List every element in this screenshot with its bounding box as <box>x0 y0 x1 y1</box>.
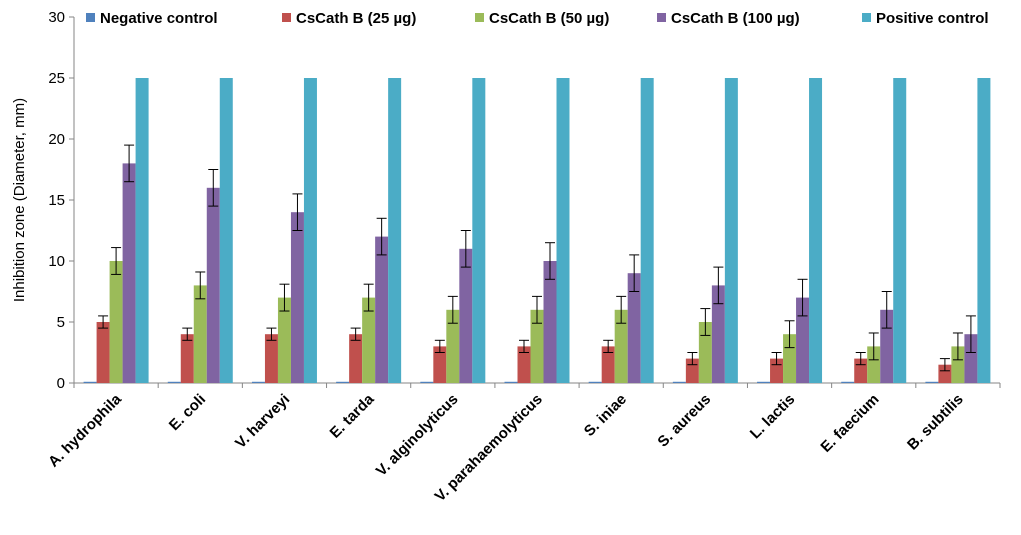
bar <box>219 78 233 383</box>
x-tick-label: B. subtilis <box>904 391 967 454</box>
y-tick-label: 30 <box>48 9 65 26</box>
x-tick-label: S. iniae <box>581 391 630 440</box>
bar <box>925 381 939 383</box>
bar <box>530 309 544 383</box>
bar <box>711 285 725 383</box>
y-tick-label: 5 <box>57 314 65 331</box>
x-tick-label: V. harveyi <box>232 391 293 452</box>
bar <box>433 346 447 383</box>
bar <box>193 285 207 383</box>
legend-swatch <box>282 13 291 22</box>
bar <box>841 381 855 383</box>
bar <box>303 78 317 383</box>
legend-swatch <box>475 13 484 22</box>
bar <box>614 309 628 383</box>
bar <box>420 381 434 383</box>
bar <box>977 78 991 383</box>
bar <box>724 78 738 383</box>
bar <box>290 212 304 383</box>
bar <box>938 364 952 383</box>
bar <box>388 78 402 383</box>
bar <box>893 78 907 383</box>
legend-swatch <box>86 13 95 22</box>
y-tick-label: 0 <box>57 375 65 392</box>
bar <box>167 381 181 383</box>
bar <box>362 297 376 383</box>
y-tick-label: 20 <box>48 131 65 148</box>
x-tick-label: E. tarda <box>327 390 378 441</box>
bar <box>556 78 570 383</box>
bar <box>627 273 641 383</box>
bar <box>796 297 810 383</box>
bar <box>672 381 686 383</box>
legend-swatch <box>862 13 871 22</box>
bar <box>180 334 194 383</box>
x-tick-label: A. hydrophila <box>45 390 125 470</box>
bar <box>349 334 363 383</box>
x-tick-label: E. faecium <box>817 391 882 456</box>
bar <box>951 346 965 383</box>
legend-label: CsCath B (50 µg) <box>489 10 609 27</box>
x-tick-label: L. lactis <box>747 391 799 443</box>
bar <box>277 297 291 383</box>
legend-label: CsCath B (25 µg) <box>296 10 416 27</box>
bar <box>757 381 771 383</box>
bar <box>135 78 149 383</box>
y-tick-label: 10 <box>48 253 65 270</box>
legend-label: Positive control <box>876 10 989 27</box>
y-axis-title: Inhibition zone (Diameter, mm) <box>11 98 28 302</box>
bars <box>83 78 991 383</box>
bar <box>783 334 797 383</box>
bar <box>251 381 265 383</box>
bar <box>698 322 712 383</box>
bar <box>109 261 123 383</box>
bar <box>504 381 518 383</box>
bar <box>517 346 531 383</box>
x-tick-label: S. aureus <box>654 391 714 451</box>
bar <box>122 163 136 383</box>
legend-label: CsCath B (100 µg) <box>671 10 800 27</box>
x-tick-label: E. coli <box>166 391 209 434</box>
bar <box>264 334 278 383</box>
bar <box>601 346 615 383</box>
bar <box>543 261 557 383</box>
bar <box>375 236 389 383</box>
y-axis: 0 5 10 15 20 25 30 <box>48 9 75 392</box>
bar <box>83 381 97 383</box>
x-axis: A. hydrophila E. coli V. harveyi E. tardaV.… <box>45 382 1001 505</box>
bar <box>446 309 460 383</box>
legend-label: Negative control <box>100 10 218 27</box>
bar <box>867 346 881 383</box>
bar <box>809 78 823 383</box>
bar <box>588 381 602 383</box>
bar <box>459 248 473 383</box>
x-tick-label: V. alginolyticus <box>373 391 462 480</box>
bar <box>206 187 220 383</box>
bar <box>336 381 350 383</box>
bar <box>96 322 110 383</box>
bar <box>964 334 978 383</box>
y-tick-label: 25 <box>48 70 65 87</box>
y-tick-label: 15 <box>48 192 65 209</box>
error-bars <box>98 144 976 372</box>
legend-swatch <box>657 13 666 22</box>
bar <box>640 78 654 383</box>
legend: Negative control CsCath B (25 µg) CsCath B… <box>86 10 989 27</box>
bar <box>472 78 486 383</box>
